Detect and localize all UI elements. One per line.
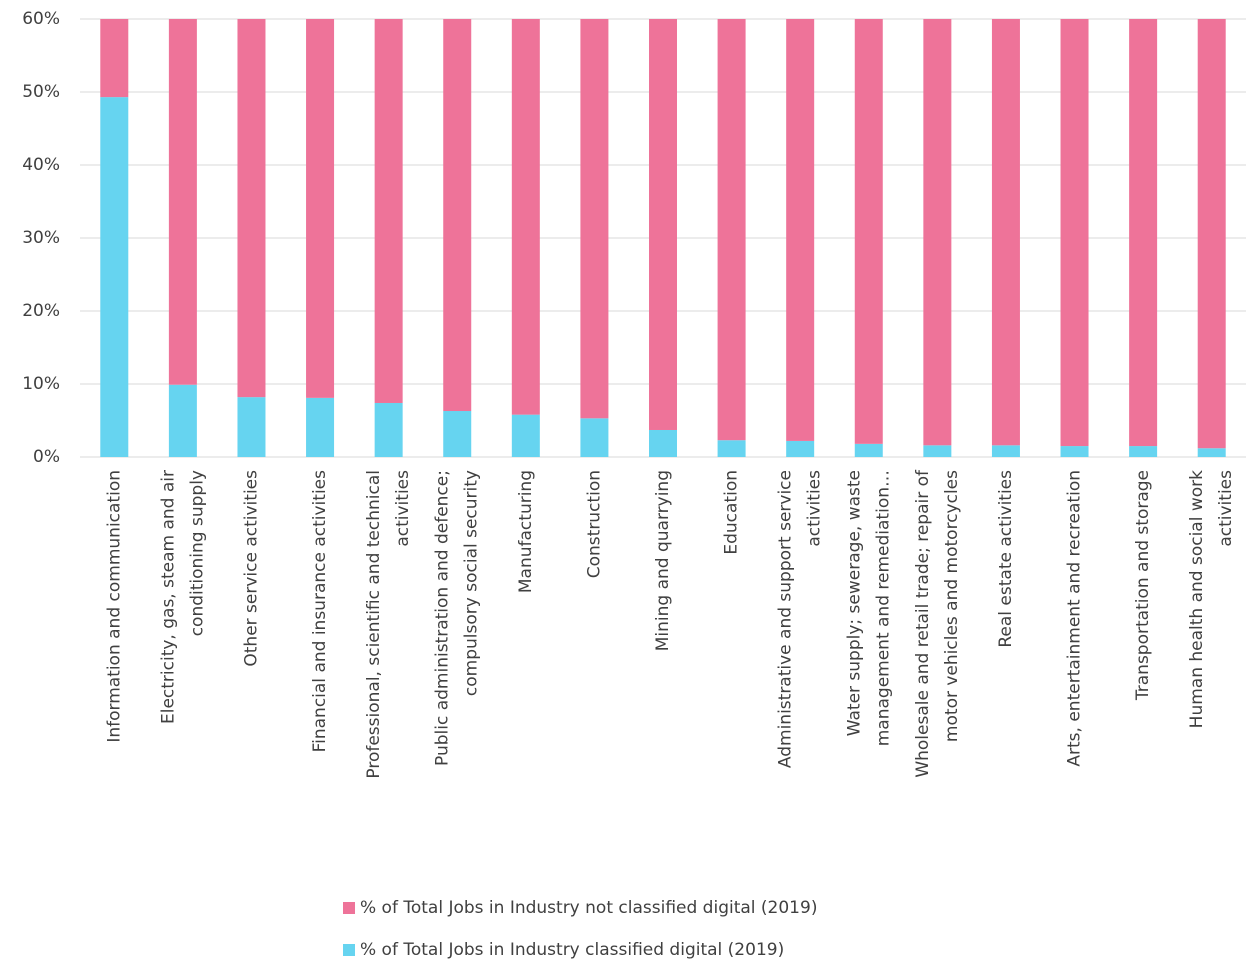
legend-swatch <box>343 944 355 956</box>
bar-segment <box>1060 446 1089 457</box>
bar-segment <box>306 19 335 398</box>
y-tick-label: 30% <box>22 228 60 248</box>
x-tick-label: Transportation and storage <box>1133 470 1153 701</box>
y-tick-label: 0% <box>33 447 60 467</box>
legend-label: % of Total Jobs in Industry classified d… <box>360 940 784 960</box>
bar-segment <box>649 429 677 457</box>
x-tick-label: compulsory social security <box>462 470 482 696</box>
labels: 0% 10% 20% 30% 40% 50% 60% Information and comm… <box>22 9 1236 960</box>
x-tick-label: Information and communication <box>104 470 124 743</box>
bar-segment <box>100 97 129 458</box>
bar-segment <box>1129 19 1158 447</box>
x-tick-label: Real estate activities <box>996 470 1016 648</box>
x-tick-label: Professional, scientific and technical <box>364 470 384 779</box>
bar-segment <box>854 443 883 457</box>
bar-segment <box>580 418 609 457</box>
bar-segment <box>443 411 472 457</box>
legend-label: % of Total Jobs in Industry not classifi… <box>360 898 817 918</box>
bar-segment <box>786 19 815 441</box>
x-tick-label: Water supply; sewerage, waste <box>844 470 864 736</box>
bars <box>100 19 1226 458</box>
bar-segment <box>168 19 197 385</box>
x-tick-label: Administrative and support service <box>776 470 796 768</box>
x-tick-label: Arts, entertainment and recreation <box>1065 470 1085 767</box>
bar-segment <box>374 19 403 403</box>
x-tick-label: Electricity, gas, steam and air <box>158 470 178 724</box>
bar-segment <box>100 19 129 98</box>
bar-segment <box>511 414 540 457</box>
bar-segment <box>511 19 540 415</box>
bar-segment <box>649 19 677 430</box>
bar-segment <box>1197 448 1226 457</box>
bar-segment <box>237 19 266 398</box>
y-tick-label: 10% <box>22 374 60 394</box>
x-tick-label: Public administration and defence; <box>433 470 453 766</box>
x-tick-label: Human health and social work <box>1187 470 1207 728</box>
x-tick-label: activities <box>1216 470 1236 547</box>
bar-segment <box>854 19 883 444</box>
x-tick-label: Construction <box>584 470 604 578</box>
bar-segment <box>786 440 815 457</box>
x-tick-label: activities <box>805 470 825 547</box>
y-tick-label: 40% <box>22 155 60 175</box>
x-tick-label: management and remediation… <box>873 470 893 746</box>
bar-segment <box>1197 19 1226 449</box>
x-tick-label: Other service activities <box>241 470 261 667</box>
bar-segment <box>168 384 197 457</box>
bar-segment <box>717 19 746 441</box>
x-tick-label: Wholesale and retail trade; repair of <box>913 469 933 778</box>
x-tick-label: conditioning supply <box>187 470 207 636</box>
bar-segment <box>1129 446 1158 457</box>
bar-segment <box>237 397 266 457</box>
bar-segment <box>991 19 1020 446</box>
bar-segment <box>306 397 335 457</box>
x-tick-label: motor vehicles and motorcycles <box>942 470 962 742</box>
bar-segment <box>1060 19 1089 447</box>
legend-swatch <box>343 902 355 914</box>
x-tick-label: Mining and quarrying <box>653 470 673 651</box>
bar-segment <box>923 445 952 457</box>
bar-segment <box>443 19 472 412</box>
y-tick-label: 60% <box>22 9 60 29</box>
x-tick-label: Manufacturing <box>516 470 536 593</box>
x-tick-label: Financial and insurance activities <box>310 470 330 753</box>
bar-segment <box>374 402 403 457</box>
y-tick-label: 20% <box>22 301 60 321</box>
y-tick-label: 50% <box>22 82 60 102</box>
bar-segment <box>991 445 1020 457</box>
x-tick-label: Education <box>722 470 742 555</box>
x-tick-label: activities <box>393 470 413 547</box>
bar-segment <box>717 440 746 457</box>
bar-segment <box>923 19 952 446</box>
bar-segment <box>580 19 609 419</box>
